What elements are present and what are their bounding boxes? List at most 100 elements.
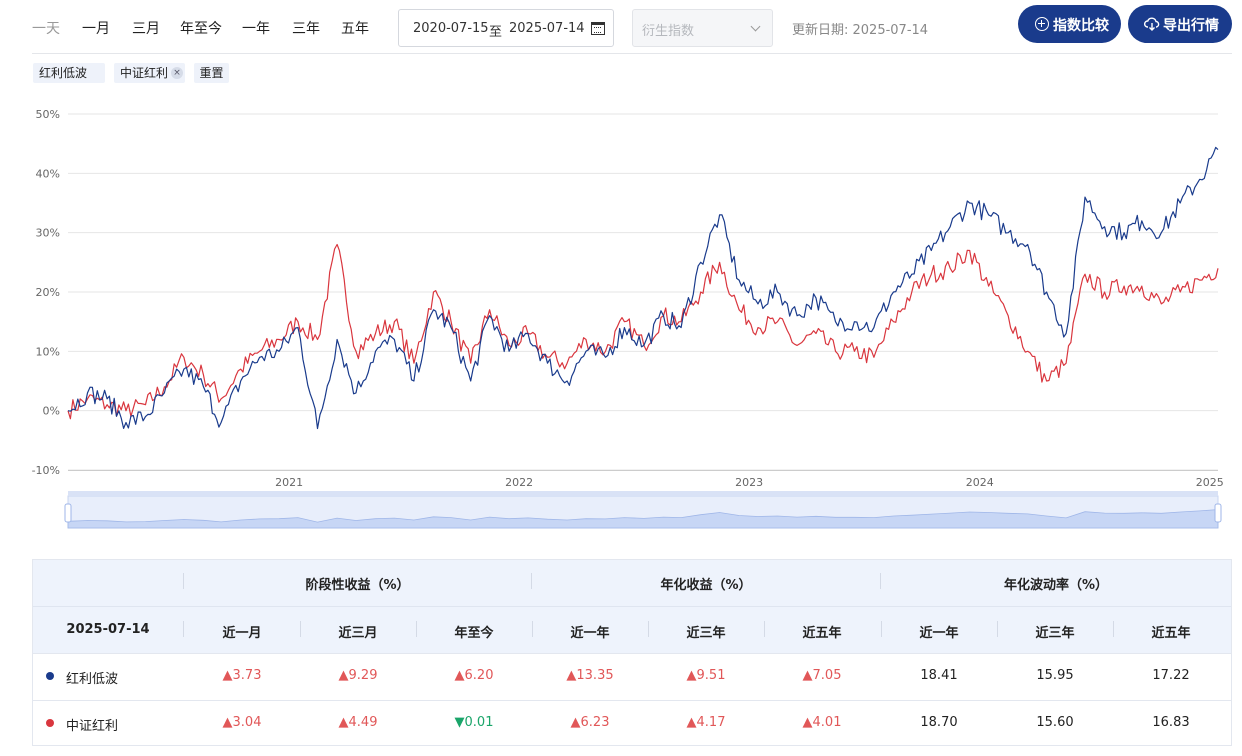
column-header: 近五年 xyxy=(1151,626,1191,641)
table-cell: 18.70 xyxy=(920,715,958,730)
column-divider xyxy=(532,621,533,637)
zoom-slider-preview xyxy=(67,509,1219,529)
performance-table: 阶段性收益（%） 年化收益（%） 年化波动率（%） 2025-07-14 近一月… xyxy=(32,559,1232,746)
table-cell: ▲3.73 xyxy=(222,668,262,683)
derivative-index-select[interactable]: 衍生指数 xyxy=(632,9,773,47)
table-cell: 16.83 xyxy=(1152,715,1190,730)
table-cell: ▲3.04 xyxy=(222,715,262,730)
period-ytd[interactable]: 年至今 xyxy=(180,21,222,37)
column-header: 近五年 xyxy=(802,626,842,641)
column-divider xyxy=(416,621,417,637)
column-header: 近一月 xyxy=(222,626,262,641)
column-divider xyxy=(300,621,301,637)
header-divider xyxy=(531,573,532,589)
column-header: 年至今 xyxy=(454,626,494,641)
chevron-down-icon xyxy=(750,21,761,32)
table-cell: ▲4.17 xyxy=(686,715,726,730)
y-tick-label: 50% xyxy=(36,108,60,121)
table-cell: ▲6.23 xyxy=(570,715,610,730)
zoom-handle-left[interactable] xyxy=(64,503,72,523)
series-dot xyxy=(46,719,54,727)
header-divider xyxy=(183,573,184,589)
table-cell: ▲6.20 xyxy=(454,668,494,683)
column-header: 近一年 xyxy=(919,626,959,641)
y-tick-label: 0% xyxy=(43,405,60,418)
period-1m[interactable]: 一月 xyxy=(82,21,110,37)
chip-index-2-label: 中证红利 xyxy=(120,66,169,80)
x-tick-label: 2024 xyxy=(966,476,994,489)
table-cell: ▲9.51 xyxy=(686,668,726,683)
table-header: 阶段性收益（%） 年化收益（%） 年化波动率（%） 2025-07-14 近一月… xyxy=(33,560,1231,653)
period-3m[interactable]: 三月 xyxy=(132,21,160,37)
toolbar-divider xyxy=(32,53,1232,54)
export-quotes-button[interactable]: 导出行情 xyxy=(1128,5,1232,43)
y-tick-label: -10% xyxy=(32,464,60,477)
column-divider xyxy=(881,621,882,637)
table-date: 2025-07-14 xyxy=(66,622,150,637)
period-1d[interactable]: 一天 xyxy=(32,21,60,37)
column-header: 近一年 xyxy=(570,626,610,641)
derivative-index-placeholder: 衍生指数 xyxy=(642,24,695,39)
group-header-annual-volatility: 年化波动率（%） xyxy=(1003,578,1109,593)
period-1y[interactable]: 一年 xyxy=(242,21,270,37)
chip-index-1[interactable]: 红利低波 xyxy=(33,63,105,83)
zoom-handle-right[interactable] xyxy=(1214,503,1222,523)
zoom-slider-bar xyxy=(68,491,1218,496)
export-quotes-label: 导出行情 xyxy=(1163,18,1219,34)
toolbar: 一天 一月 三月 年至今 一年 三年 五年 2020-07-15 至 2025-… xyxy=(0,0,1242,54)
table-cell: 15.95 xyxy=(1036,668,1074,683)
table-cell: 15.60 xyxy=(1036,715,1074,730)
calendar-icon xyxy=(591,22,605,35)
cloud-download-icon xyxy=(1144,17,1160,31)
date-end: 2025-07-14 xyxy=(509,21,585,36)
header-divider xyxy=(880,573,881,589)
header-row-divider xyxy=(33,606,1231,607)
date-separator: 至 xyxy=(489,25,503,40)
table-cell: ▲7.05 xyxy=(802,668,842,683)
index-compare-button[interactable]: 指数比较 xyxy=(1018,5,1121,43)
series-dot xyxy=(46,672,54,680)
series-line-1 xyxy=(67,146,1219,430)
period-5y[interactable]: 五年 xyxy=(341,21,369,37)
date-start: 2020-07-15 xyxy=(413,21,489,36)
table-cell: ▲4.01 xyxy=(802,715,842,730)
line-chart[interactable]: 50% 40% 30% 20% 10% 0% -10% 2021 2022 2023 2024 202… xyxy=(0,100,1242,532)
date-range-picker[interactable]: 2020-07-15 至 2025-07-14 xyxy=(398,9,614,47)
row-name: 中证红利 xyxy=(66,719,119,734)
group-header-period-return: 阶段性收益（%） xyxy=(305,578,410,593)
table-cell: ▼0.01 xyxy=(454,715,494,730)
y-tick-label: 40% xyxy=(36,167,60,180)
plus-circle-icon xyxy=(1035,17,1049,31)
column-header: 近三月 xyxy=(338,626,378,641)
table-cell: ▲4.49 xyxy=(338,715,378,730)
close-icon[interactable]: × xyxy=(171,67,183,79)
column-divider xyxy=(764,621,765,637)
x-tick-label: 2025 xyxy=(1196,476,1224,489)
chip-index-2[interactable]: 中证红利 × xyxy=(114,63,185,83)
group-header-annual-return: 年化收益（%） xyxy=(660,578,752,593)
column-divider xyxy=(997,621,998,637)
table-cell: 18.41 xyxy=(920,668,958,683)
table-cell: ▲9.29 xyxy=(338,668,378,683)
x-tick-label: 2022 xyxy=(505,476,533,489)
column-divider xyxy=(183,621,184,637)
x-tick-label: 2023 xyxy=(735,476,763,489)
update-date: 更新日期: 2025-07-14 xyxy=(792,23,929,38)
row-name: 红利低波 xyxy=(66,672,119,687)
y-tick-label: 20% xyxy=(36,286,60,299)
table-cell: 17.22 xyxy=(1152,668,1190,683)
row-divider xyxy=(33,653,1231,654)
reset-button[interactable]: 重置 xyxy=(194,63,229,83)
index-compare-label: 指数比较 xyxy=(1053,18,1109,34)
column-divider xyxy=(648,621,649,637)
series-line-2 xyxy=(67,243,1219,420)
y-tick-label: 10% xyxy=(36,345,60,358)
column-header: 近三年 xyxy=(686,626,726,641)
table-cell: ▲13.35 xyxy=(566,668,614,683)
period-3y[interactable]: 三年 xyxy=(292,21,320,37)
y-tick-label: 30% xyxy=(36,227,60,240)
chip-index-1-label: 红利低波 xyxy=(39,66,88,80)
x-tick-label: 2021 xyxy=(275,476,303,489)
column-divider xyxy=(1113,621,1114,637)
column-header: 近三年 xyxy=(1035,626,1075,641)
